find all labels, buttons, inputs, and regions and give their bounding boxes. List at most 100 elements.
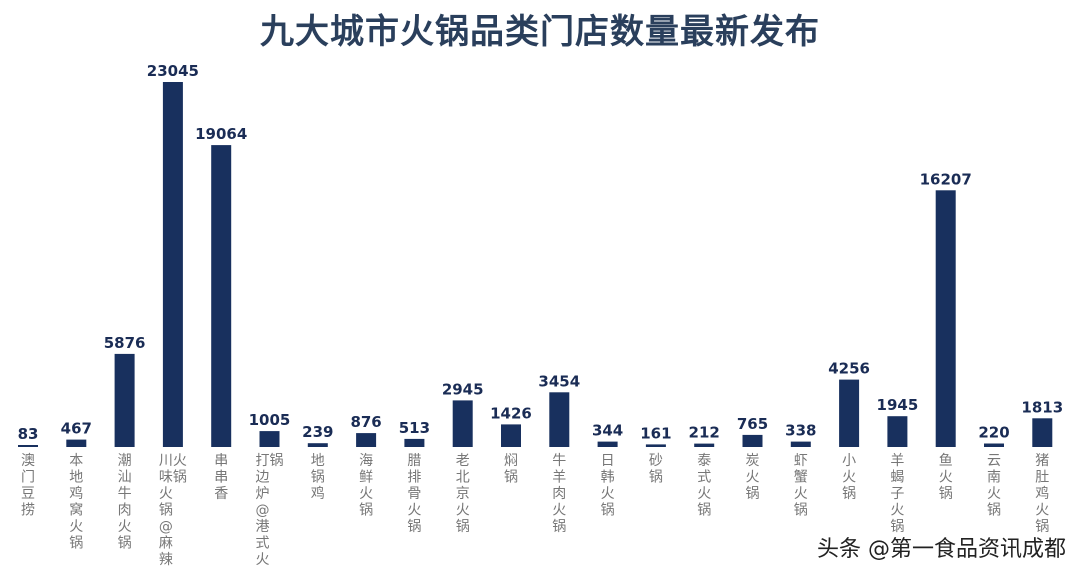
svg-text:澳: 澳 <box>21 453 35 469</box>
svg-text:打: 打 <box>256 452 270 469</box>
svg-text:泰: 泰 <box>697 453 711 469</box>
svg-text:炉: 炉 <box>256 486 270 502</box>
svg-text:炭: 炭 <box>746 453 760 469</box>
value-label-0: 83 <box>18 425 39 443</box>
svg-text:窝: 窝 <box>69 502 83 519</box>
category-label-6: 地锅鸡 <box>311 453 325 502</box>
svg-text:锅: 锅 <box>890 519 904 535</box>
svg-text:锅: 锅 <box>552 519 566 535</box>
value-label-18: 1945 <box>877 396 919 414</box>
svg-text:焖: 焖 <box>504 453 518 469</box>
svg-text:锅: 锅 <box>697 503 711 519</box>
bar-11 <box>549 392 570 447</box>
svg-text:锅: 锅 <box>456 519 470 535</box>
svg-text:子: 子 <box>890 486 904 502</box>
svg-text:蝎: 蝎 <box>890 470 904 486</box>
svg-text:蟹: 蟹 <box>794 470 808 486</box>
svg-text:串: 串 <box>214 453 228 469</box>
bar-21 <box>1032 418 1053 447</box>
bar-14 <box>694 443 715 447</box>
svg-text:锅: 锅 <box>173 470 187 486</box>
bar-20 <box>984 443 1004 447</box>
svg-text:麻: 麻 <box>159 536 173 552</box>
svg-text:门: 门 <box>21 470 35 486</box>
svg-text:日: 日 <box>601 453 615 469</box>
category-label-13: 砂锅 <box>649 453 663 486</box>
value-label-21: 1813 <box>1021 398 1063 416</box>
value-label-6: 239 <box>302 423 333 441</box>
svg-text:老: 老 <box>456 453 470 469</box>
value-label-10: 1426 <box>490 404 532 422</box>
bar-17 <box>839 379 860 447</box>
svg-text:锅: 锅 <box>794 503 808 519</box>
svg-text:锅: 锅 <box>159 503 173 519</box>
svg-text:骨: 骨 <box>407 486 421 502</box>
svg-text:锅: 锅 <box>270 453 284 469</box>
bar-12 <box>597 441 618 447</box>
value-label-19: 16207 <box>920 170 972 188</box>
svg-text:火: 火 <box>173 453 187 469</box>
svg-text:猪: 猪 <box>1035 453 1049 469</box>
svg-text:肚: 肚 <box>1035 470 1049 486</box>
bar-7 <box>356 433 377 447</box>
svg-text:火: 火 <box>552 503 566 519</box>
svg-text:火: 火 <box>794 486 808 502</box>
bar-18 <box>887 416 908 447</box>
bar-19 <box>935 190 956 448</box>
svg-text:锅: 锅 <box>359 503 373 519</box>
bar-3 <box>162 82 183 447</box>
svg-text:火: 火 <box>407 503 421 519</box>
svg-text:牛: 牛 <box>118 486 132 502</box>
svg-text:川: 川 <box>159 453 173 469</box>
svg-text:港: 港 <box>256 519 270 535</box>
value-label-16: 338 <box>785 422 816 440</box>
bar-9 <box>452 400 473 447</box>
value-label-20: 220 <box>978 424 1009 442</box>
svg-text:火: 火 <box>601 486 615 502</box>
category-label-15: 炭火锅 <box>746 453 760 502</box>
svg-text:火: 火 <box>159 486 173 502</box>
svg-text:式: 式 <box>697 470 711 486</box>
svg-text:火: 火 <box>1035 503 1049 519</box>
value-label-11: 3454 <box>538 372 580 390</box>
svg-text:火: 火 <box>359 486 373 502</box>
svg-text:锅: 锅 <box>842 486 856 502</box>
svg-text:地: 地 <box>69 470 83 486</box>
bar-2 <box>114 353 135 447</box>
svg-text:锅: 锅 <box>649 470 663 486</box>
svg-text:锅: 锅 <box>118 536 132 552</box>
svg-text:锅: 锅 <box>939 486 953 502</box>
svg-text:火: 火 <box>987 486 1001 502</box>
bar-8 <box>404 438 425 447</box>
svg-text:肉: 肉 <box>552 486 566 502</box>
category-label-5: 打边炉@港式火 锅 <box>256 452 284 568</box>
svg-text:火: 火 <box>69 519 83 535</box>
watermark-text: 头条 @第一食品资讯成都 <box>817 537 1066 562</box>
svg-text:辣: 辣 <box>159 552 173 568</box>
svg-text:火: 火 <box>939 470 953 486</box>
svg-text:@: @ <box>159 519 173 535</box>
svg-text:锅: 锅 <box>407 519 421 535</box>
svg-text:火: 火 <box>256 552 270 568</box>
bar-0 <box>18 445 38 447</box>
value-label-12: 344 <box>592 422 623 440</box>
bar-6 <box>307 443 328 447</box>
svg-text:火: 火 <box>890 503 904 519</box>
svg-text:锅: 锅 <box>311 470 325 486</box>
svg-text:北: 北 <box>456 470 470 486</box>
value-label-3: 23045 <box>147 62 199 80</box>
value-label-14: 212 <box>689 424 720 442</box>
value-label-13: 161 <box>640 424 671 442</box>
svg-text:南: 南 <box>987 470 1001 486</box>
svg-text:汕: 汕 <box>118 470 132 486</box>
